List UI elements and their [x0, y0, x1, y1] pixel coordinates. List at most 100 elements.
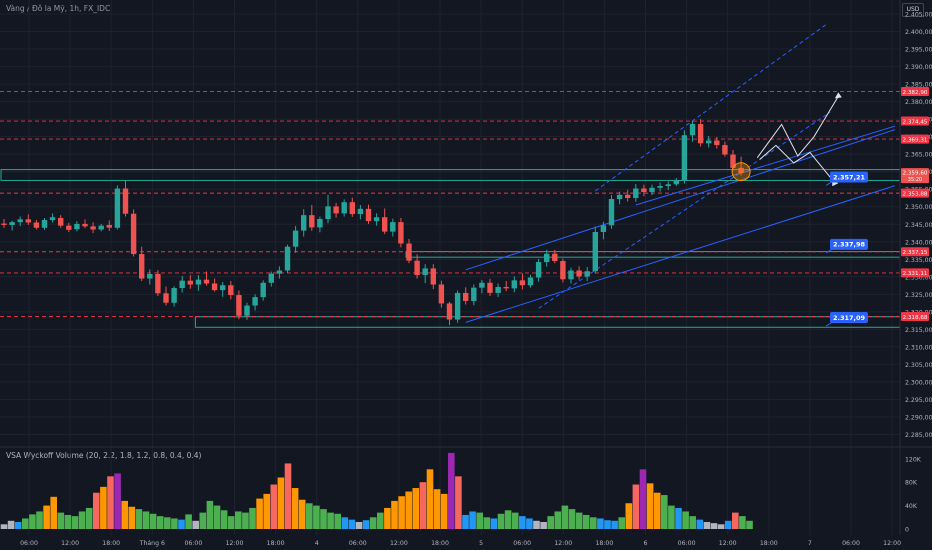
grid-lines: [0, 0, 900, 535]
candle-body: [487, 282, 493, 293]
price-callout: [830, 312, 868, 324]
candle-body: [139, 254, 145, 279]
candle-body: [535, 262, 542, 278]
candle-body: [560, 261, 566, 280]
candle-body: [722, 145, 728, 155]
volume-bar: [242, 512, 249, 529]
candle-body: [398, 222, 404, 244]
level-tag-label: 2.382,90: [903, 90, 928, 96]
volume-bar: [391, 500, 398, 529]
price-callout-label: 2.317,09: [833, 314, 866, 322]
volume-bar: [540, 521, 547, 529]
candle-body: [406, 243, 412, 261]
volume-bar: [206, 500, 214, 529]
volume-bar: [675, 507, 682, 529]
volume-bar: [440, 493, 448, 529]
volume-bar: [682, 511, 689, 529]
volume-bar: [57, 512, 65, 529]
candle-body: [552, 253, 558, 262]
support-box: [194, 316, 901, 328]
volume-bar: [554, 511, 562, 529]
volume-bar: [149, 513, 157, 529]
candle-body: [625, 194, 631, 198]
volume-bar: [582, 514, 590, 529]
candle-body: [106, 224, 112, 228]
candle-body: [592, 231, 598, 272]
candle-body: [98, 225, 104, 230]
volume-bar: [632, 484, 640, 529]
horizontal-levels: [0, 91, 900, 317]
micro-channel-lower: [635, 125, 896, 206]
x-tick-label: 06:00: [20, 540, 38, 547]
volume-bar: [263, 493, 270, 529]
volume-bar: [462, 514, 469, 529]
volume-bar: [78, 511, 86, 529]
volume-bar: [192, 520, 199, 529]
volume-bar: [284, 463, 292, 529]
candle-body: [244, 305, 250, 316]
candle-body: [365, 208, 372, 222]
x-tick-label: 18:00: [267, 540, 285, 547]
x-tick-label: 06:00: [184, 540, 202, 547]
volume-bar: [64, 514, 72, 529]
y-tick-label: 2.305,00: [905, 362, 932, 369]
volume-bar: [497, 513, 505, 529]
x-tick-label: 18:00: [595, 540, 613, 547]
volume-bar: [618, 517, 625, 529]
candle-body: [301, 215, 307, 231]
volume-bar: [142, 511, 150, 529]
candle-body: [600, 225, 607, 232]
x-tick-label: 12:00: [719, 540, 737, 547]
candle-body: [714, 140, 720, 146]
candle-body: [74, 223, 80, 230]
volume-bar: [220, 510, 228, 529]
level-tag: [901, 247, 929, 257]
volume-indicator-title: VSA Wyckoff Volume (20, 2.2, 1.8, 1.2, 0…: [6, 451, 202, 460]
volume-bar: [448, 452, 455, 529]
y-tick-label: 2.350,00: [905, 204, 932, 211]
volume-bar: [639, 469, 647, 529]
level-tag: [901, 188, 929, 198]
volume-bar: [689, 516, 696, 529]
candle-body: [260, 282, 266, 298]
candle-body: [738, 167, 744, 174]
x-tick-label: 4: [315, 540, 319, 547]
y-tick-label: 2.340,00: [905, 239, 932, 246]
candle-body: [649, 187, 655, 193]
candle-body: [527, 277, 534, 286]
candle-body: [681, 135, 688, 181]
candle-body: [1, 223, 7, 225]
volume-bar: [717, 524, 725, 529]
volume-tick-label: 40K: [905, 503, 918, 510]
volume-bar: [22, 518, 29, 529]
x-tick-label: 18:00: [102, 540, 120, 547]
candle-body: [268, 273, 274, 283]
volume-tick-label: 120K: [905, 456, 922, 463]
candle-body: [41, 220, 48, 228]
currency-button[interactable]: USD: [902, 3, 924, 17]
x-tick-label: 18:00: [760, 540, 778, 547]
volume-bar: [739, 516, 746, 529]
candle-body: [325, 206, 331, 219]
volume-tick-label: 0: [905, 527, 909, 534]
candle-body: [66, 225, 72, 230]
candle-body: [446, 303, 453, 320]
volume-bar: [121, 500, 128, 529]
candle-body: [292, 230, 299, 247]
volume-bar: [398, 496, 405, 529]
candle-body: [211, 283, 218, 291]
volume-tick-label: 80K: [905, 480, 918, 487]
volume-bar: [362, 520, 370, 529]
volume-bar: [511, 512, 519, 529]
chart-title: Vàng / Đô la Mỹ, 1h, FX_IDC: [6, 4, 111, 13]
candle-body: [82, 223, 88, 227]
current-price-label: 2.359,60: [903, 171, 928, 177]
volume-bar: [469, 511, 476, 529]
candle-body: [576, 270, 582, 277]
y-tick-label: 2.385,00: [905, 82, 932, 89]
volume-bar: [625, 503, 633, 529]
x-tick-label: 06:00: [349, 540, 367, 547]
candle-body: [495, 286, 501, 293]
volume-bar: [249, 507, 256, 529]
